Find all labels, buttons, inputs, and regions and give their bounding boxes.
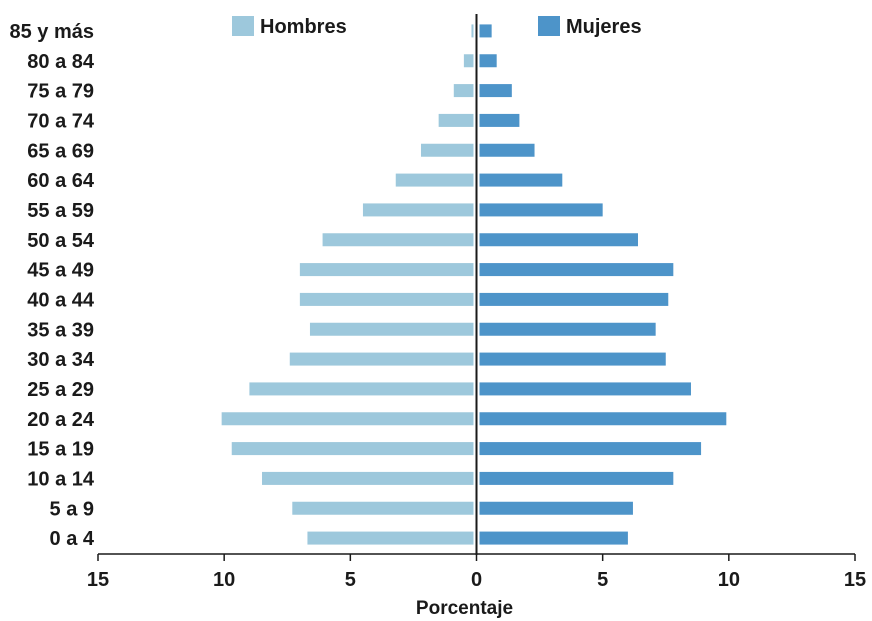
- category-label: 20 a 24: [27, 409, 95, 431]
- legend-label-hombres: Hombres: [260, 16, 347, 38]
- category-label: 55 a 59: [27, 200, 94, 222]
- bar-hombres-60-a-64: [395, 173, 474, 187]
- legend: Hombres Mujeres: [232, 16, 642, 38]
- category-label: 15 a 19: [27, 439, 94, 461]
- x-tick-label: 10: [213, 569, 235, 591]
- category-label: 35 a 39: [27, 319, 94, 341]
- bar-hombres-15-a-19: [231, 442, 474, 456]
- x-axis: 15 10 5 0 5 10 15: [87, 14, 866, 591]
- category-label: 80 a 84: [27, 51, 95, 73]
- category-label: 0 a 4: [50, 528, 95, 550]
- category-label: 40 a 44: [27, 289, 95, 311]
- bar-hombres-85-y-más: [471, 24, 474, 38]
- bar-hombres-55-a-59: [362, 203, 474, 217]
- bar-mujeres-80-a-84: [479, 54, 497, 68]
- legend-swatch-hombres: [232, 16, 254, 36]
- bars-layer: [221, 24, 727, 545]
- bar-mujeres-10-a-14: [479, 471, 674, 485]
- category-label: 45 a 49: [27, 260, 94, 282]
- category-label: 70 a 74: [27, 110, 95, 132]
- bar-mujeres-35-a-39: [479, 322, 656, 336]
- x-axis-title: Porcentaje: [416, 598, 513, 619]
- x-tick-label: 15: [844, 569, 866, 591]
- bar-hombres-45-a-49: [299, 263, 474, 277]
- category-label: 30 a 34: [27, 349, 95, 371]
- bar-hombres-80-a-84: [463, 54, 474, 68]
- bar-mujeres-40-a-44: [479, 292, 669, 306]
- bar-mujeres-5-a-9: [479, 501, 633, 515]
- bar-hombres-30-a-34: [289, 352, 474, 366]
- x-tick-label: 15: [87, 569, 109, 591]
- bar-mujeres-55-a-59: [479, 203, 603, 217]
- legend-label-mujeres: Mujeres: [566, 16, 642, 38]
- category-label: 10 a 14: [27, 468, 95, 490]
- bar-hombres-0-a-4: [307, 531, 474, 545]
- x-tick-label: 5: [345, 569, 356, 591]
- bar-hombres-35-a-39: [309, 322, 474, 336]
- bar-mujeres-0-a-4: [479, 531, 628, 545]
- bar-mujeres-50-a-54: [479, 233, 638, 247]
- bar-mujeres-60-a-64: [479, 173, 563, 187]
- legend-swatch-mujeres: [538, 16, 560, 36]
- bar-mujeres-15-a-19: [479, 442, 702, 456]
- bar-hombres-65-a-69: [420, 143, 474, 157]
- bar-hombres-25-a-29: [249, 382, 474, 396]
- category-label: 75 a 79: [27, 81, 94, 103]
- category-label: 5 a 9: [50, 498, 94, 520]
- category-labels: 0 a 4 5 a 9 10 a 14 15 a 19 20 a 24 25 a 29 30…: [9, 21, 94, 550]
- bar-hombres-20-a-24: [221, 412, 474, 426]
- bar-hombres-70-a-74: [438, 113, 474, 127]
- bar-mujeres-45-a-49: [479, 263, 674, 277]
- x-tick-label: 0: [471, 569, 482, 591]
- bar-hombres-5-a-9: [292, 501, 474, 515]
- category-label: 50 a 54: [27, 230, 95, 252]
- bar-mujeres-25-a-29: [479, 382, 691, 396]
- bar-mujeres-70-a-74: [479, 113, 520, 127]
- bar-hombres-40-a-44: [299, 292, 474, 306]
- bar-hombres-10-a-14: [262, 471, 474, 485]
- bar-mujeres-30-a-34: [479, 352, 666, 366]
- category-label: 60 a 64: [27, 170, 95, 192]
- x-tick-label: 10: [718, 569, 740, 591]
- category-label: 85 y más: [9, 21, 94, 43]
- x-tick-label: 5: [597, 569, 608, 591]
- bar-mujeres-85-y-más: [479, 24, 492, 38]
- bar-hombres-75-a-79: [453, 84, 474, 98]
- bar-mujeres-65-a-69: [479, 143, 535, 157]
- bar-mujeres-20-a-24: [479, 412, 727, 426]
- category-label: 65 a 69: [27, 140, 94, 162]
- bar-mujeres-75-a-79: [479, 84, 512, 98]
- category-label: 25 a 29: [27, 379, 94, 401]
- bar-hombres-50-a-54: [322, 233, 474, 247]
